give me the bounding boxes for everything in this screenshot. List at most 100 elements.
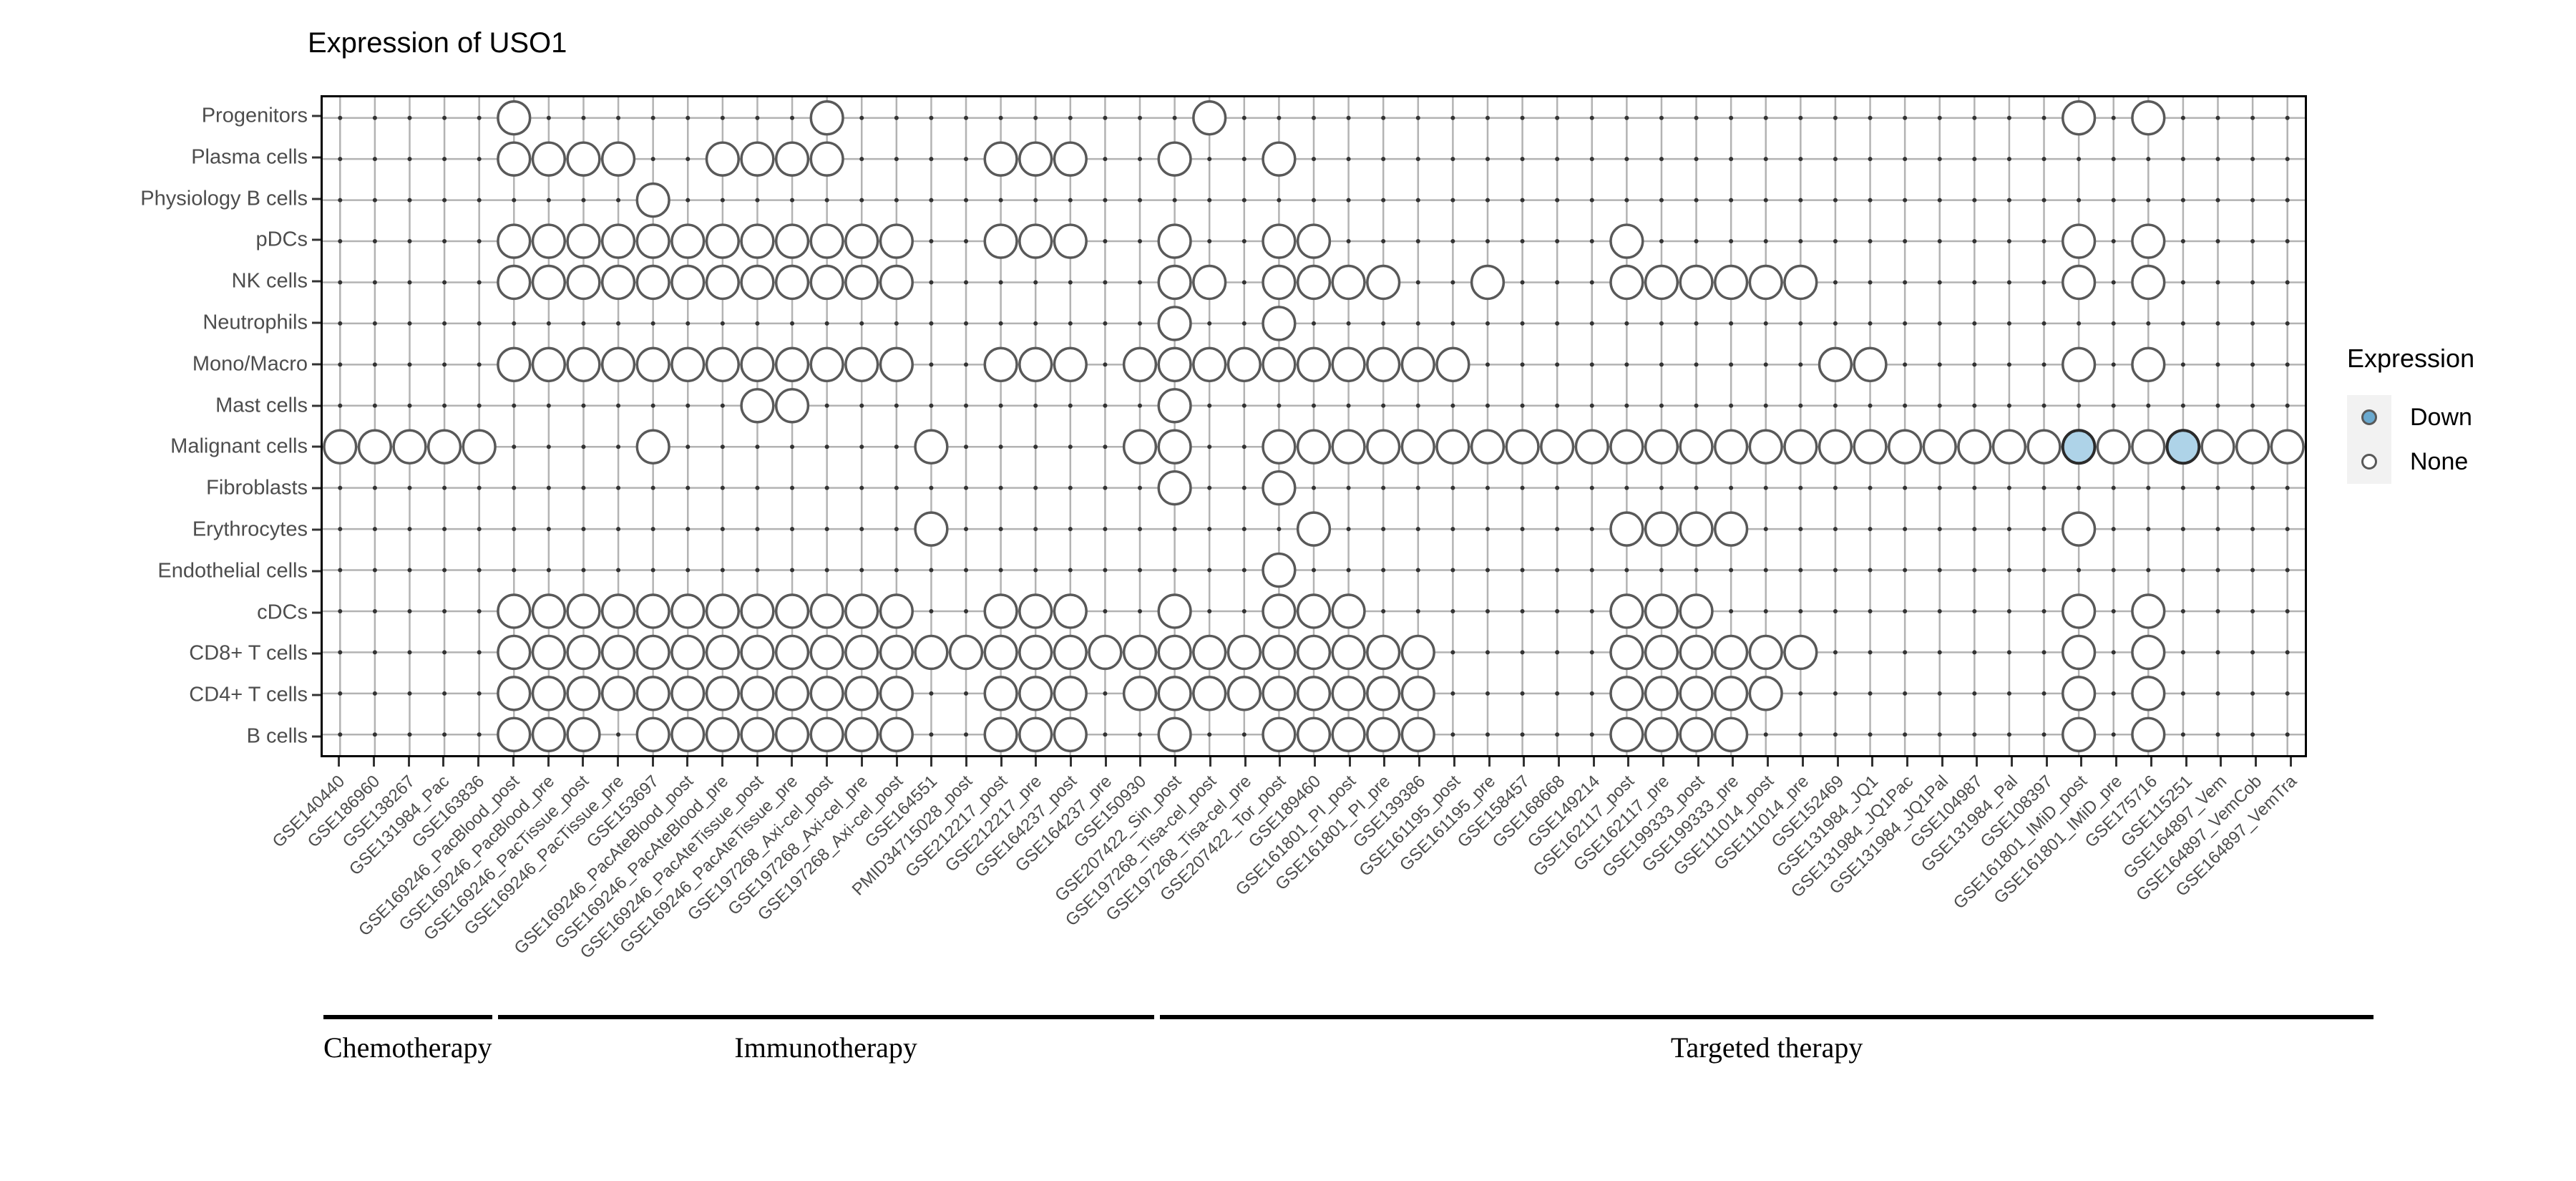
grid-node [1312,198,1316,203]
dot-marker [1400,716,1435,752]
dot-marker [1262,306,1297,341]
dot-marker [1157,223,1192,259]
grid-node [338,403,343,408]
grid-node [1729,321,1734,326]
grid-node [1381,568,1386,573]
grid-node [2180,239,2185,244]
grid-node [1103,403,1108,408]
grid-node [2285,568,2290,573]
dot-marker [1018,593,1053,629]
grid-node [581,444,586,449]
grid-node [1520,403,1525,408]
grid-node [1937,280,1942,285]
grid-node [1868,321,1873,326]
dot-marker [1192,676,1227,711]
grid-node [1903,362,1908,367]
x-axis-tick [651,757,654,767]
grid-node [1415,157,1420,162]
dot-marker [1122,634,1158,671]
grid-node [1903,403,1908,408]
dot-marker [2131,716,2166,752]
y-axis-label: pDCs [255,228,308,251]
grid-node [1972,527,1977,532]
grid-node [1903,691,1908,696]
y-axis-tick [312,363,321,366]
grid-node [1937,485,1942,490]
dot-marker [1226,346,1262,383]
grid-node [1485,239,1490,244]
x-axis-tick [1523,757,1526,767]
grid-node [1207,403,1212,408]
grid-node [1207,568,1212,573]
grid-node [1763,732,1768,737]
grid-node [2041,732,2046,737]
grid-node [929,280,934,285]
dot-marker [1053,346,1088,383]
grid-node [1520,362,1525,367]
y-axis-tick [312,528,321,531]
grid-node [1346,403,1351,408]
y-axis-label: Neutrophils [203,311,308,334]
grid-node [2215,403,2220,408]
x-axis-tick [1627,757,1630,767]
dot-marker [774,264,810,301]
grid-node [2285,691,2290,696]
grid-node [1485,403,1490,408]
grid-node [1241,115,1246,120]
dot-marker [1609,223,1644,259]
dot-marker [879,676,914,711]
grid-node [929,198,934,203]
grid-node [1589,732,1594,737]
grid-node [1520,568,1525,573]
grid-node [1415,321,1420,326]
grid-node [1520,280,1525,285]
grid-node [755,444,760,449]
dot-marker [1262,429,1297,465]
legend-item[interactable]: Down [2347,395,2562,439]
dot-marker [566,141,601,177]
grid-node [1555,691,1560,696]
dot-marker [497,223,532,259]
grid-node [407,691,412,696]
x-axis-tick [1801,757,1804,767]
x-axis-tick [407,757,410,767]
dot-marker [983,593,1018,629]
grid-node [1381,157,1386,162]
dot-marker [983,346,1018,383]
grid-node [1833,650,1838,655]
grid-node [1972,239,1977,244]
grid-node [1937,362,1942,367]
x-axis-tick [1871,757,1874,767]
grid-node [1624,362,1629,367]
group-bar [497,1015,1154,1019]
grid-node [407,485,412,490]
grid-node [2250,527,2255,532]
grid-node [1103,485,1108,490]
legend-item[interactable]: None [2347,439,2562,484]
grid-node [2250,568,2255,573]
dot-marker [809,264,844,301]
grid-node [2006,157,2011,162]
y-axis-tick [312,404,321,407]
grid-node [1207,157,1212,162]
x-axis-tick [686,757,689,767]
grid-node [2180,608,2185,613]
grid-node [1555,321,1560,326]
dot-marker [600,593,636,629]
grid-node [2285,732,2290,737]
grid-node [546,568,551,573]
x-axis-tick [1941,757,1943,767]
grid-node [859,115,864,120]
grid-node [1903,608,1908,613]
legend: Expression Down None [2347,344,2562,484]
dot-marker [1853,346,1888,383]
grid-node [859,444,864,449]
grid-node [1868,568,1873,573]
grid-node [2146,403,2151,408]
grid-node [407,280,412,285]
dot-marker [1853,429,1888,465]
dot-marker [1296,429,1332,465]
dot-marker [1018,676,1053,711]
grid-node [1555,403,1560,408]
grid-node [964,239,969,244]
